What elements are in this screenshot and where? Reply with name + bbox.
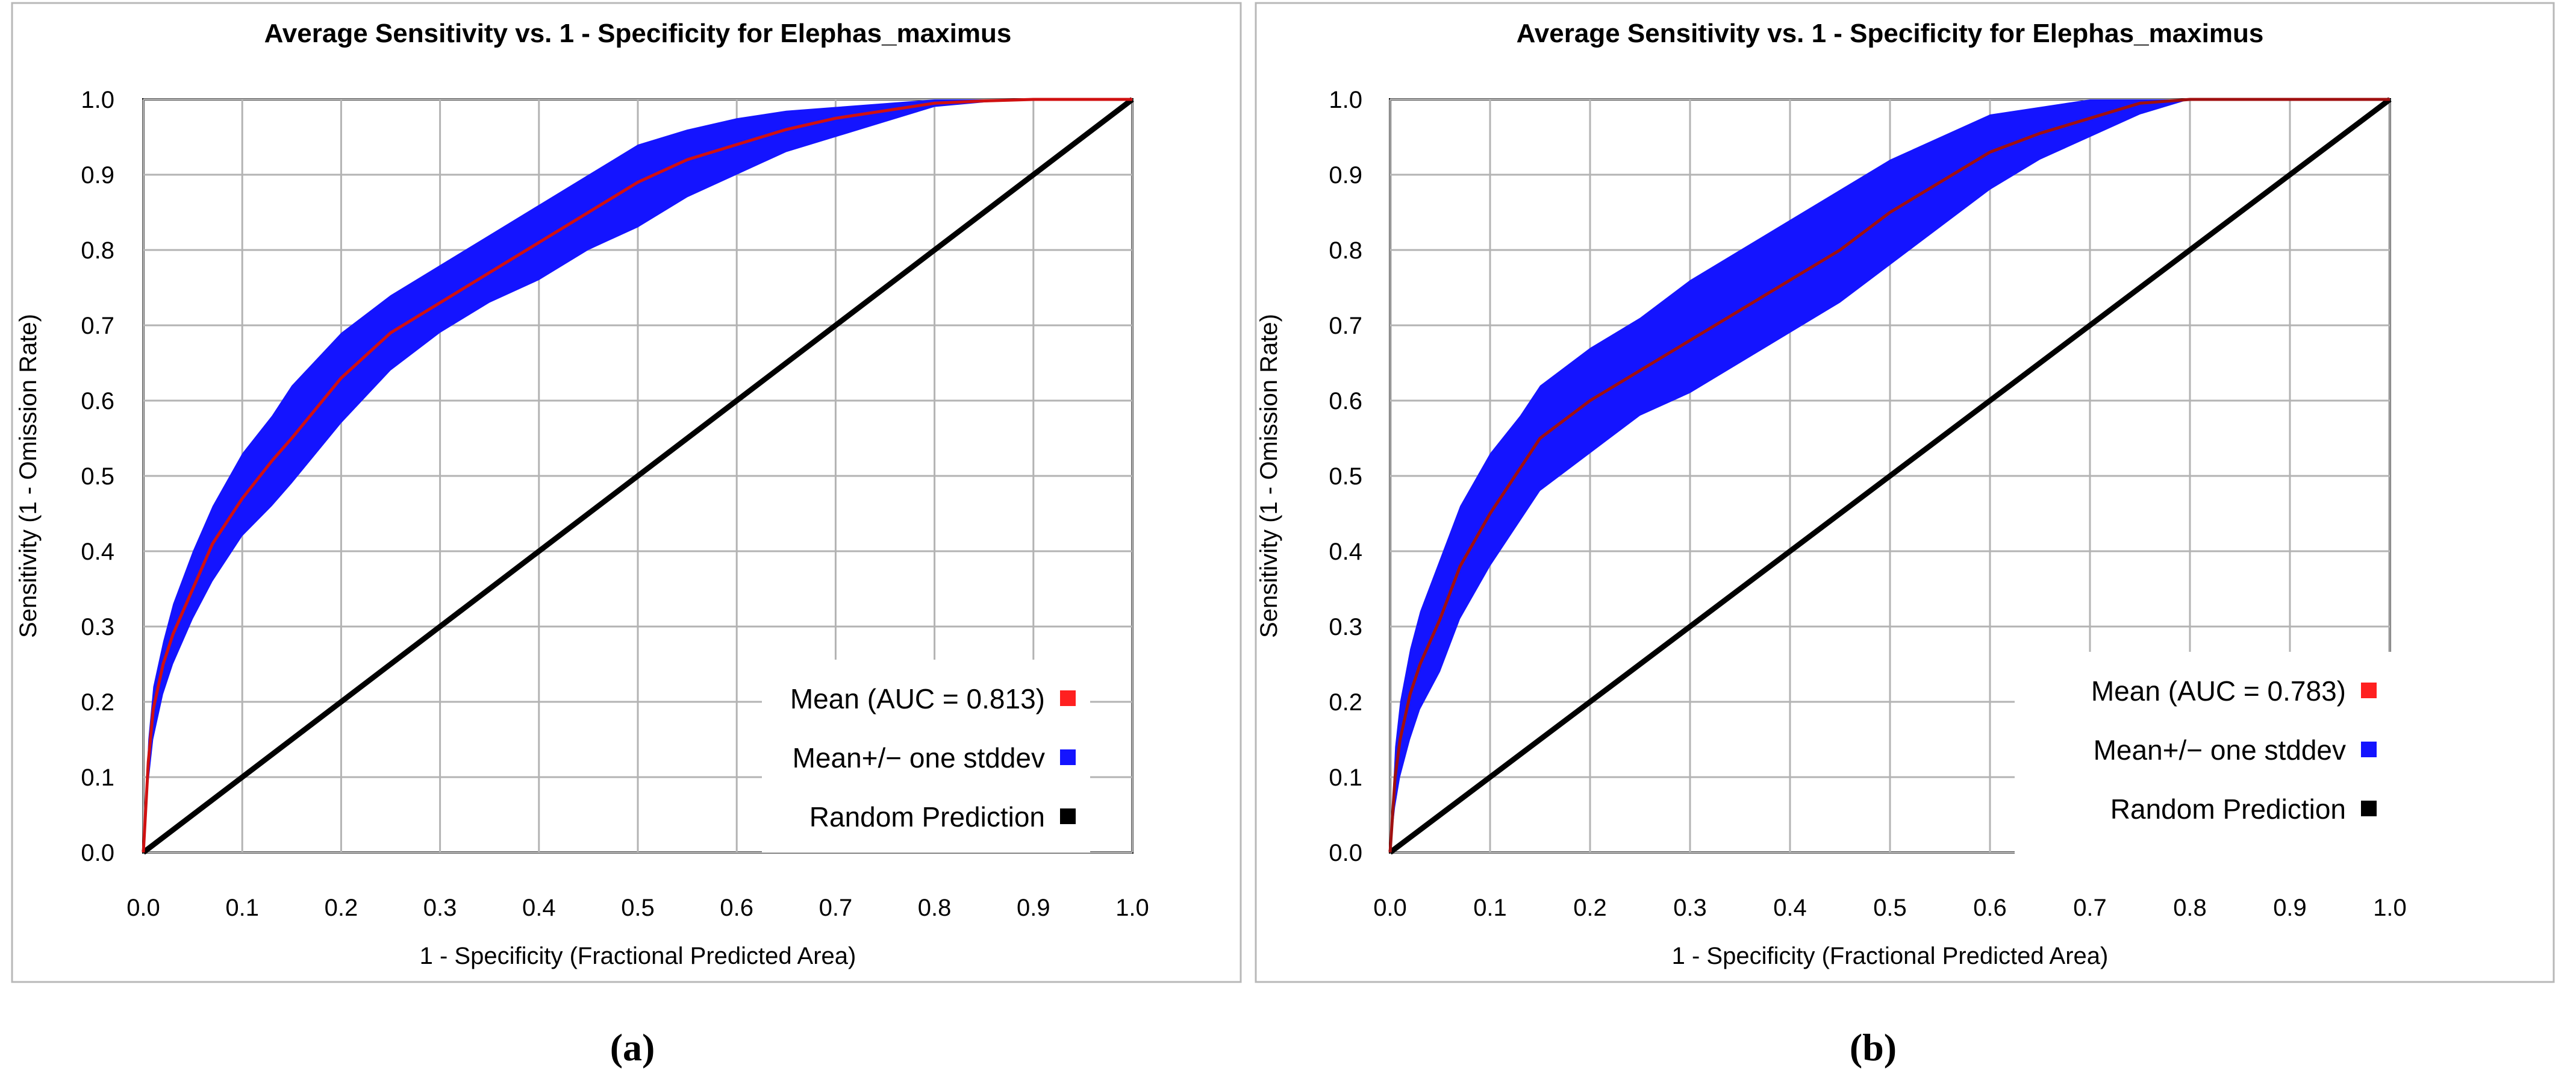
panel-frame xyxy=(11,2,1242,983)
y-tick-label: 1.0 xyxy=(1329,87,1362,113)
x-tick-label: 0.6 xyxy=(1973,895,2007,921)
y-axis-label: Sensitivity (1 - Omission Rate) xyxy=(15,314,42,638)
chart-panel-b: 0.0 0.1 0.2 0.3 0.4 0.5 0.6 0.7 0.8 0.9 1.0 0.0 0.1 0… xyxy=(1255,2,2555,1069)
series-mean-line xyxy=(142,98,1132,853)
y-tick-label: 0.2 xyxy=(81,689,114,716)
y-tick-label: 0.6 xyxy=(1329,388,1362,414)
series-random-prediction-line xyxy=(1388,97,2392,855)
x-tick-label: 0.8 xyxy=(2173,895,2207,921)
y-tick-label: 0.4 xyxy=(1329,539,1362,565)
series-stddev-band xyxy=(1390,99,2390,852)
y-tick-label: 0.5 xyxy=(81,463,114,490)
x-tick-label: 1.0 xyxy=(1115,895,1149,921)
y-tick-label: 1.0 xyxy=(81,87,114,113)
x-tick-label: 0.7 xyxy=(819,895,853,921)
legend-swatch xyxy=(2361,742,2377,757)
legend: Mean (AUC = 0.813) Mean+/− one stddev Rand… xyxy=(762,660,1090,852)
panel-frame xyxy=(1255,2,2555,983)
x-tick-label: 0.1 xyxy=(1473,895,1507,921)
y-tick-label: 0.8 xyxy=(1329,237,1362,264)
x-tick-label: 0.0 xyxy=(126,895,160,921)
legend-swatch xyxy=(1060,749,1076,765)
legend-swatch xyxy=(1060,690,1076,706)
x-tick-label: 0.4 xyxy=(522,895,556,921)
legend-entry-label: Mean+/− one stddev xyxy=(793,742,1045,774)
legend-swatch xyxy=(2361,683,2377,698)
y-tick-label: 0.0 xyxy=(1329,840,1362,866)
x-axis-label: 1 - Specificity (Fractional Predicted Ar… xyxy=(420,943,856,969)
y-tick-label: 0.4 xyxy=(81,539,114,565)
x-tick-label: 0.9 xyxy=(2273,895,2307,921)
y-tick-label: 0.3 xyxy=(1329,614,1362,640)
legend-box xyxy=(762,660,1090,852)
y-tick-label: 0.1 xyxy=(81,764,114,791)
y-tick-label: 0.7 xyxy=(81,313,114,339)
legend-swatch xyxy=(2361,801,2377,816)
legend-entry-label: Mean (AUC = 0.783) xyxy=(2091,675,2346,707)
legend-entry-label: Random Prediction xyxy=(809,801,1045,833)
y-tick-label: 0.7 xyxy=(1329,313,1362,339)
panel-label: (b) xyxy=(1850,1026,1897,1069)
x-tick-label: 0.3 xyxy=(423,895,457,921)
x-tick-label: 0.5 xyxy=(621,895,655,921)
legend-entry-label: Random Prediction xyxy=(2110,793,2346,825)
y-tick-label: 0.2 xyxy=(1329,689,1362,716)
x-tick-label: 1.0 xyxy=(2373,895,2407,921)
y-tick-label: 0.1 xyxy=(1329,764,1362,791)
y-axis-label: Sensitivity (1 - Omission Rate) xyxy=(1256,314,1282,638)
y-tick-label: 0.3 xyxy=(81,614,114,640)
legend-entry-label: Mean+/− one stddev xyxy=(2094,734,2346,766)
chart-title: Average Sensitivity vs. 1 - Specificity … xyxy=(264,19,1012,48)
x-tick-label: 0.8 xyxy=(918,895,952,921)
y-tick-label: 0.6 xyxy=(81,388,114,414)
x-tick-label: 0.2 xyxy=(325,895,358,921)
x-tick-label: 0.3 xyxy=(1673,895,1707,921)
y-tick-label: 0.8 xyxy=(81,237,114,264)
x-tick-label: 0.0 xyxy=(1373,895,1407,921)
x-tick-label: 0.6 xyxy=(720,895,753,921)
x-tick-label: 0.5 xyxy=(1873,895,1907,921)
series-mean-line xyxy=(1388,98,2390,853)
legend-swatch xyxy=(1060,808,1076,824)
x-axis-label: 1 - Specificity (Fractional Predicted Ar… xyxy=(1672,943,2109,969)
y-tick-label: 0.0 xyxy=(81,840,114,866)
legend-entry-label: Mean (AUC = 0.813) xyxy=(790,683,1045,714)
legend-box xyxy=(2015,652,2391,855)
y-tick-label: 0.9 xyxy=(81,162,114,189)
chart-panel-a: 0.0 0.1 0.2 0.3 0.4 0.5 0.6 0.7 0.8 0.9 1.0 0.0 0.1 0… xyxy=(11,2,1242,1069)
x-tick-label: 0.7 xyxy=(2073,895,2107,921)
x-tick-label: 0.4 xyxy=(1773,895,1807,921)
series-random-prediction-line xyxy=(142,97,1134,855)
y-tick-label: 0.9 xyxy=(1329,162,1362,189)
y-tick-label: 0.5 xyxy=(1329,463,1362,490)
x-tick-label: 0.9 xyxy=(1017,895,1050,921)
x-tick-label: 0.1 xyxy=(225,895,259,921)
panel-label: (a) xyxy=(610,1026,655,1069)
chart-title: Average Sensitivity vs. 1 - Specificity … xyxy=(1517,19,2264,48)
legend: Mean (AUC = 0.783) Mean+/− one stddev Rand… xyxy=(2015,652,2391,855)
x-tick-label: 0.2 xyxy=(1573,895,1607,921)
